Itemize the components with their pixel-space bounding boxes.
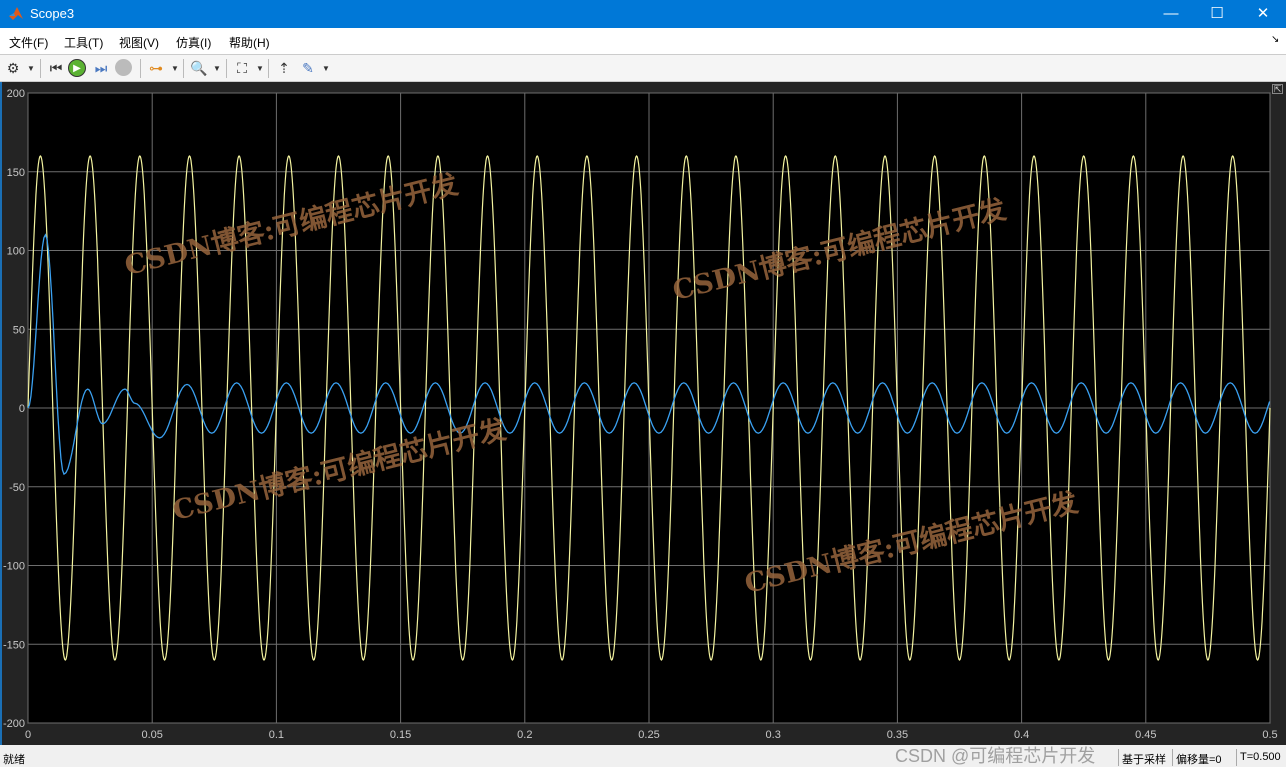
toolbar: ⚙ ▼ ⏮ ▶ ⏭ ⊶ ▼ 🔍 ▼ ⛶ ▼ ⇡ ✎ ▼ (0, 55, 1286, 82)
signal-selector-icon[interactable]: ⊶ (149, 60, 163, 76)
undock-icon[interactable]: ⇱ (1272, 84, 1283, 94)
step-forward-icon[interactable]: ⏭ (94, 60, 108, 76)
divider (40, 59, 41, 78)
divider (140, 59, 141, 78)
x-tick-label: 0.2 (517, 729, 532, 741)
chevron-down-icon[interactable]: ▼ (322, 64, 330, 73)
status-bar: 就绪 基于采样 偏移量=0 T=0.500 (0, 745, 1286, 767)
dock-icon[interactable]: ↘ (1271, 34, 1280, 45)
x-tick-label: 0.15 (390, 729, 411, 741)
x-tick-label: 0.5 (1262, 729, 1277, 741)
series-line-yellow (27, 155, 1271, 661)
x-tick-label: 0.25 (638, 729, 659, 741)
gear-icon[interactable]: ⚙ (6, 60, 20, 76)
scope-plot-area: 0 0.05 0.1 0.15 0.2 0.25 0.3 0.35 0.4 0.45 0.5 200 1… (0, 82, 1286, 745)
x-tick-label: 0.3 (766, 729, 781, 741)
chevron-down-icon[interactable]: ▼ (27, 64, 35, 73)
y-tick-label: -100 (3, 561, 25, 573)
y-tick-label: 0 (19, 403, 25, 415)
y-tick-label: -200 (3, 718, 25, 730)
sample-mode: 基于采样 (1118, 749, 1169, 766)
matlab-logo-icon (9, 7, 23, 20)
y-tick-label: 200 (7, 88, 25, 100)
divider (183, 59, 184, 78)
menu-help[interactable]: 帮助(H) (229, 36, 270, 50)
triggers-icon[interactable]: ⇡ (278, 60, 290, 76)
menu-view[interactable]: 视图(V) (119, 36, 159, 50)
title-bar: Scope3 — ☐ ✕ (0, 0, 1286, 28)
x-tick-label: 0 (25, 729, 31, 741)
time-readout: T=0.500 (1236, 749, 1284, 766)
menu-tools[interactable]: 工具(T) (64, 36, 104, 50)
menu-file[interactable]: 文件(F) (9, 36, 49, 50)
cursor-measure-icon[interactable]: ✎ (302, 60, 314, 76)
window-title: Scope3 (30, 6, 75, 21)
y-tick-label: -50 (9, 482, 25, 494)
menu-bar: 文件(F) 工具(T) 视图(V) 仿真(I) 帮助(H) ↘ (0, 28, 1286, 55)
x-tick-label: 0.4 (1014, 729, 1029, 741)
series-line-blue (27, 233, 1271, 476)
zoom-in-icon[interactable]: 🔍 (190, 60, 208, 76)
chevron-down-icon[interactable]: ▼ (256, 64, 264, 73)
run-icon[interactable]: ▶ (68, 59, 86, 77)
y-tick-label: 150 (7, 167, 25, 179)
y-tick-label: -150 (3, 639, 25, 651)
x-tick-label: 0.45 (1135, 729, 1156, 741)
divider (268, 59, 269, 78)
y-tick-label: 100 (7, 246, 25, 258)
y-tick-label: 50 (13, 324, 25, 336)
minimize-button[interactable]: — (1163, 5, 1179, 22)
stop-icon[interactable] (115, 59, 132, 76)
chevron-down-icon[interactable]: ▼ (171, 64, 179, 73)
x-tick-label: 0.1 (269, 729, 284, 741)
step-back-icon[interactable]: ⏮ (49, 60, 63, 76)
chevron-down-icon[interactable]: ▼ (213, 64, 221, 73)
x-tick-label: 0.35 (887, 729, 908, 741)
x-tick-label: 0.05 (141, 729, 162, 741)
offset-readout: 偏移量=0 (1172, 749, 1225, 766)
divider (226, 59, 227, 78)
close-button[interactable]: ✕ (1256, 5, 1270, 22)
fit-axes-icon[interactable]: ⛶ (237, 60, 247, 76)
scope-chart[interactable]: 0 0.05 0.1 0.15 0.2 0.25 0.3 0.35 0.4 0.45 0.5 200 1… (2, 82, 1286, 745)
maximize-button[interactable]: ☐ (1210, 5, 1224, 22)
csdn-credit: CSDN @可编程芯片开发 (895, 746, 1096, 766)
status-text: 就绪 (3, 754, 25, 766)
menu-simulation[interactable]: 仿真(I) (176, 36, 212, 50)
